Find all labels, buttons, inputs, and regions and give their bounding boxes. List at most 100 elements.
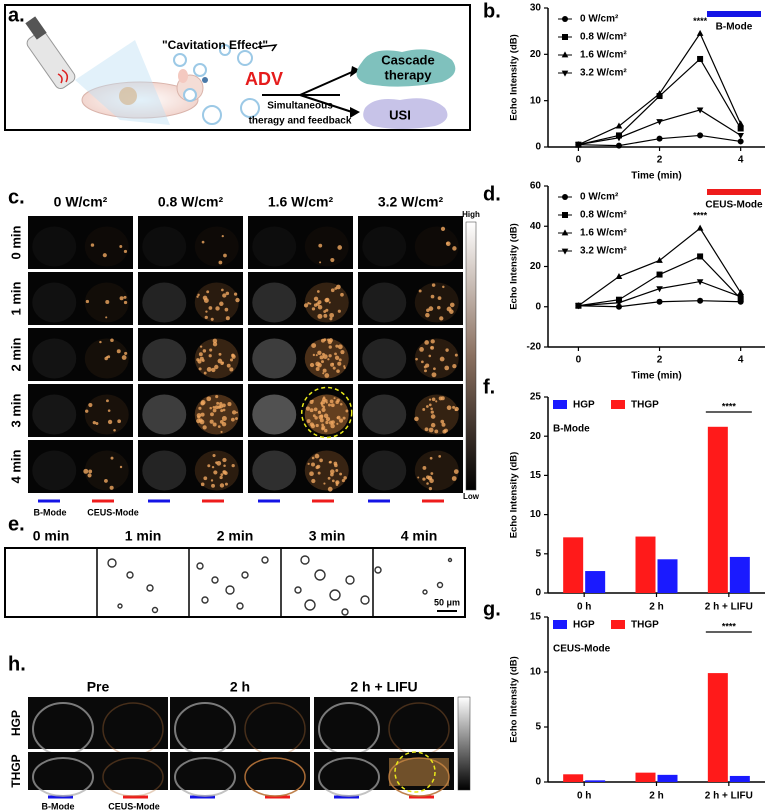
column-header: 0.8 W/cm² bbox=[158, 194, 224, 210]
ceus-signal bbox=[84, 226, 129, 267]
marker bbox=[696, 224, 704, 231]
ceus-speckle bbox=[309, 302, 312, 305]
ceus-speckle bbox=[437, 296, 442, 300]
panel-label: b. bbox=[483, 0, 501, 22]
ceus-speckle bbox=[309, 399, 314, 404]
column-header: 0 min bbox=[33, 528, 70, 544]
ceus-speckle bbox=[317, 471, 321, 475]
ceus-speckle bbox=[121, 355, 127, 360]
ceus-speckle bbox=[197, 293, 200, 297]
bubble bbox=[211, 576, 219, 584]
ceus-speckle bbox=[335, 469, 339, 472]
ceus-speckle bbox=[221, 234, 224, 238]
bubble bbox=[314, 569, 326, 581]
ceus-speckle bbox=[425, 312, 430, 318]
ceus-speckle bbox=[325, 420, 329, 425]
ceus-speckle bbox=[196, 418, 201, 424]
ceus-speckle bbox=[123, 295, 127, 299]
ceus-speckle bbox=[198, 406, 202, 410]
legend-label: 0 W/cm² bbox=[580, 14, 619, 25]
b-mode-signal bbox=[32, 757, 94, 797]
ceus-signal bbox=[414, 338, 459, 379]
bubble bbox=[107, 558, 117, 568]
ceus-speckle bbox=[117, 419, 121, 424]
ceus-speckle bbox=[231, 410, 237, 415]
ceus-speckle bbox=[421, 360, 424, 364]
ceus-speckle bbox=[210, 479, 214, 482]
ceus-speckle bbox=[323, 482, 326, 485]
ceus-speckle bbox=[322, 397, 326, 402]
y-tick-label: 10 bbox=[530, 509, 542, 520]
panel-label: h. bbox=[8, 653, 26, 675]
mode-label: B-Mode bbox=[34, 507, 67, 517]
ceus-speckle bbox=[442, 285, 445, 289]
ceus-speckle bbox=[320, 338, 325, 343]
ceus-speckle bbox=[200, 399, 206, 405]
ceus-speckle bbox=[338, 358, 342, 362]
ceus-speckle bbox=[335, 400, 339, 405]
series-line bbox=[578, 227, 742, 307]
ceus-speckle bbox=[418, 289, 422, 293]
bubble bbox=[225, 585, 235, 595]
mode-marker bbox=[707, 189, 761, 195]
ceus-speckle bbox=[427, 475, 433, 481]
marker bbox=[615, 300, 623, 307]
bar bbox=[585, 571, 606, 593]
ceus-speckle bbox=[104, 356, 108, 361]
ceus-speckle bbox=[309, 362, 315, 368]
b-mode-signal bbox=[142, 226, 187, 267]
ceus-speckle bbox=[231, 353, 235, 358]
ceus-speckle bbox=[223, 464, 226, 467]
ceus-signal bbox=[304, 226, 349, 267]
ceus-speckle bbox=[330, 288, 335, 293]
ultrasound-image bbox=[138, 328, 243, 381]
ceus-speckle bbox=[104, 478, 108, 483]
ceus-speckle bbox=[198, 367, 202, 371]
y-axis-label: Echo Intensity (dB) bbox=[509, 656, 520, 743]
b-mode-signal bbox=[252, 282, 297, 323]
bubble bbox=[360, 595, 370, 605]
ceus-speckle bbox=[222, 293, 227, 298]
marker bbox=[656, 135, 663, 142]
ceus-speckle bbox=[328, 420, 334, 425]
ceus-speckle bbox=[449, 309, 454, 314]
ultrasound-image bbox=[28, 328, 133, 381]
ceus-speckle bbox=[210, 317, 214, 321]
mode-label: CEUS-Mode bbox=[705, 200, 763, 211]
b-mode-signal bbox=[252, 394, 297, 435]
ceus-speckle bbox=[210, 412, 214, 417]
ceus-speckle bbox=[221, 288, 224, 292]
panel-label: g. bbox=[483, 598, 501, 620]
ceus-speckle bbox=[335, 344, 339, 348]
ceus-speckle bbox=[320, 360, 325, 364]
ceus-speckle bbox=[426, 482, 429, 485]
panel-label: c. bbox=[8, 186, 25, 208]
b-mode-signal bbox=[142, 450, 187, 491]
ceus-speckle bbox=[105, 316, 108, 319]
ceus-speckle bbox=[445, 348, 449, 352]
ceus-speckle bbox=[222, 457, 227, 463]
ceus-speckle bbox=[431, 397, 436, 402]
ceus-speckle bbox=[123, 249, 128, 254]
ceus-speckle bbox=[428, 486, 433, 491]
y-tick-label: 0 bbox=[535, 301, 541, 312]
ceus-speckle bbox=[318, 414, 324, 420]
b-mode-signal bbox=[32, 338, 77, 379]
marker bbox=[615, 135, 623, 142]
ceus-speckle bbox=[323, 428, 328, 433]
ceus-speckle bbox=[212, 338, 218, 344]
ceus-speckle bbox=[235, 417, 238, 421]
series-line bbox=[578, 255, 742, 307]
ceus-speckle bbox=[343, 366, 346, 370]
bubble bbox=[196, 562, 204, 570]
ceus-speckle bbox=[332, 366, 336, 370]
ceus-speckle bbox=[440, 419, 445, 424]
ultrasound-image bbox=[358, 272, 463, 325]
x-tick-label: 2 bbox=[657, 155, 663, 166]
ceus-speckle bbox=[336, 416, 339, 419]
bar bbox=[585, 780, 606, 782]
ceus-speckle bbox=[219, 401, 223, 406]
ceus-speckle bbox=[315, 367, 320, 371]
b-mode-signal bbox=[32, 394, 77, 435]
ceus-speckle bbox=[223, 253, 227, 258]
